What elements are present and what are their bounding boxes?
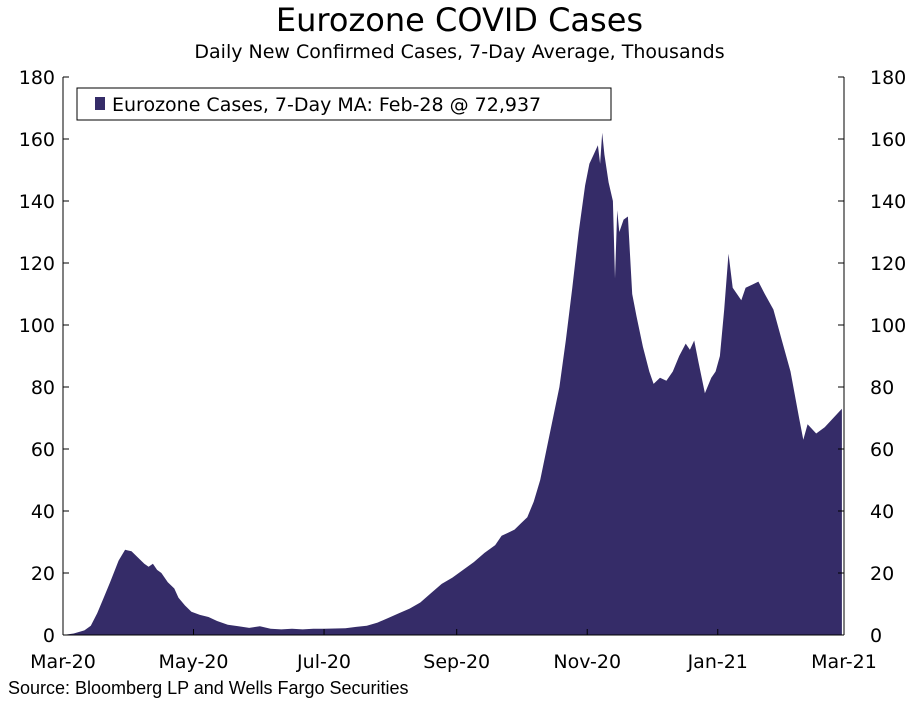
y-tick-label-left: 100: [19, 315, 55, 337]
y-tick-label-right: 120: [870, 253, 906, 275]
chart-title: Eurozone COVID Cases: [275, 1, 644, 39]
y-tick-label-left: 160: [19, 129, 55, 151]
axes: 0 0 20 20 40 40 60 60 80 80 100 100 120 120 140 140 160 1…: [19, 67, 907, 673]
x-tick-label: Jan-21: [687, 651, 748, 673]
legend-box: [76, 87, 612, 121]
series-area-0: [63, 132, 842, 636]
y-tick-label-left: 120: [19, 253, 55, 275]
chart-subtitle: Daily New Confirmed Cases, 7-Day Average…: [194, 41, 725, 63]
legend-swatch: [95, 97, 105, 110]
legend-label: Eurozone Cases, 7-Day MA: Feb-28 @ 72,93…: [112, 94, 541, 116]
x-tick-label: Jul-20: [296, 651, 351, 673]
legend: Eurozone Cases, 7-Day MA: Feb-28 @ 72,93…: [76, 87, 612, 121]
x-tick-label: Nov-20: [553, 651, 621, 673]
series-layer: [63, 132, 842, 636]
y-tick-label-left: 40: [31, 501, 55, 523]
y-tick-label-right: 40: [870, 501, 894, 523]
y-tick-label-right: 100: [870, 315, 906, 337]
y-tick-label-right: 180: [870, 67, 906, 89]
y-tick-label-left: 140: [19, 191, 55, 213]
source-note: Source: Bloomberg LP and Wells Fargo Sec…: [8, 678, 409, 698]
x-tick-label: May-20: [159, 651, 229, 673]
y-tick-label-right: 60: [870, 439, 894, 461]
y-tick-label-right: 0: [870, 625, 882, 647]
x-tick-label: Sep-20: [423, 651, 490, 673]
x-tick-label: Mar-21: [811, 651, 877, 673]
x-tick-label: Mar-20: [30, 651, 96, 673]
y-tick-label-left: 0: [43, 625, 55, 647]
y-tick-label-right: 80: [870, 377, 894, 399]
y-tick-label-left: 80: [31, 377, 55, 399]
y-tick-label-right: 20: [870, 563, 894, 585]
y-tick-label-left: 60: [31, 439, 55, 461]
y-tick-label-right: 160: [870, 129, 906, 151]
y-tick-label-left: 180: [19, 67, 55, 89]
y-tick-label-right: 140: [870, 191, 906, 213]
y-tick-label-left: 20: [31, 563, 55, 585]
